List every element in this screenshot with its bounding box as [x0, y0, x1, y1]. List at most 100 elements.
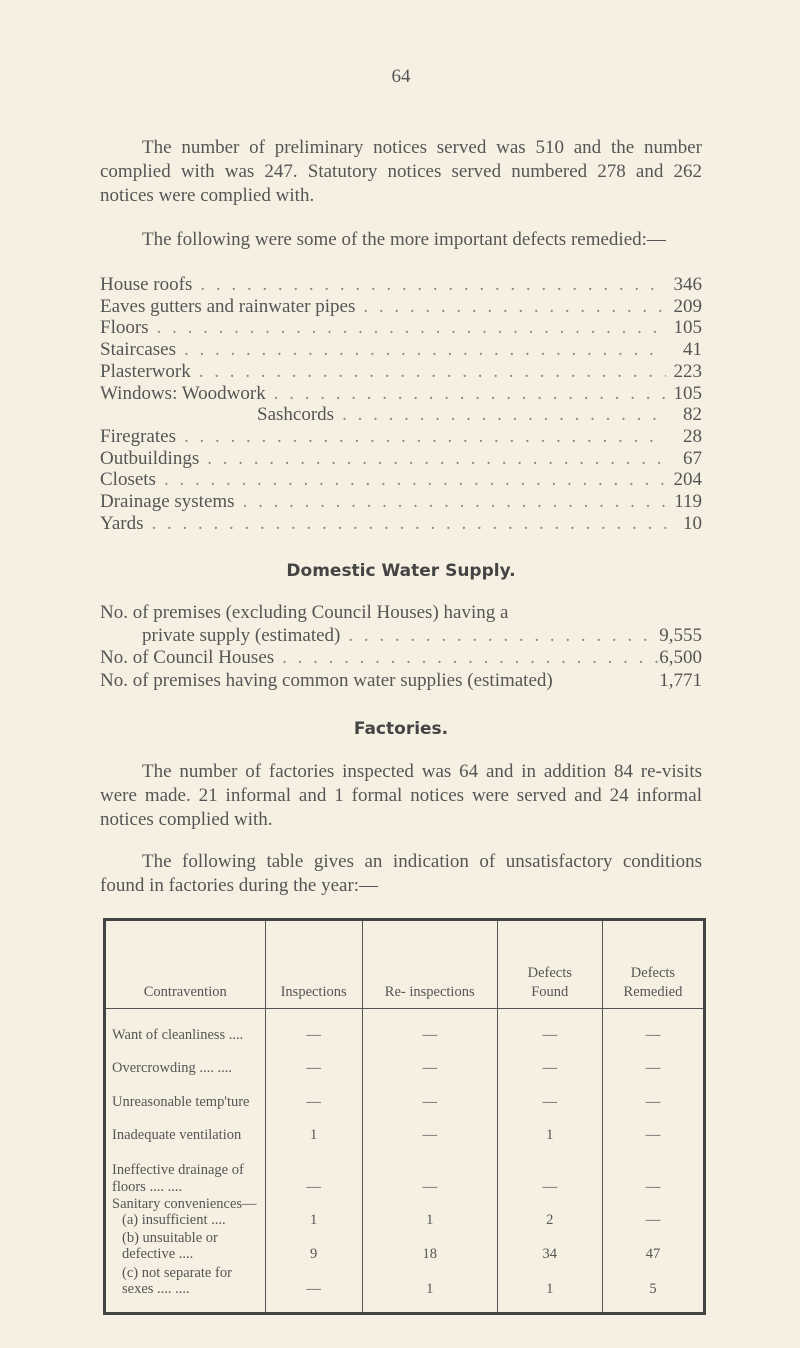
defect-row: Floors. . . . . . . . . . . . . . . . . …	[100, 317, 702, 339]
defect-label: Yards	[100, 512, 144, 534]
contravention-label: Inadequate ventilation	[104, 1110, 266, 1144]
table-cell: —	[361, 1008, 498, 1044]
table-cell: 34	[496, 1229, 603, 1264]
water-label-continued: private supply (estimated)	[142, 624, 341, 646]
table-row: Sanitary conveniences—	[104, 1195, 705, 1213]
table-row: Inadequate ventilation 1—1—	[104, 1110, 705, 1144]
header-reinspections: Re- inspections	[361, 919, 498, 1010]
defect-label: Staircases	[100, 339, 176, 361]
defect-label: Plasterwork	[100, 360, 191, 382]
contravention-label: Want of cleanliness ....	[104, 1008, 266, 1044]
table-cell	[601, 1195, 705, 1213]
defect-label: Outbuildings	[100, 447, 200, 469]
defect-count: 82	[683, 404, 702, 426]
table-cell	[264, 1195, 363, 1213]
table-cell: —	[496, 1043, 603, 1077]
water-count: 1,771	[659, 669, 702, 691]
contravention-label: Overcrowding .... ....	[104, 1043, 266, 1077]
defect-count: 28	[683, 425, 702, 447]
defect-label: Drainage systems	[100, 491, 235, 513]
table-cell: —	[496, 1143, 603, 1196]
water-label: No. of Council Houses	[100, 647, 275, 669]
defect-row: House roofs. . . . . . . . . . . . . . .…	[100, 274, 703, 295]
table-cell	[361, 1195, 498, 1213]
table-cell: 9	[264, 1229, 363, 1264]
table-cell: —	[601, 1043, 705, 1077]
table-cell: —	[264, 1043, 363, 1077]
defect-count: 209	[673, 295, 703, 317]
table-row: Ineffective drainage of floors .... ....…	[104, 1143, 705, 1196]
defect-row: Yards. . . . . . . . . . . . . . . . . .…	[100, 512, 702, 534]
defect-label: Firegrates	[100, 425, 176, 447]
defect-row: Sashcords. . . . . . . . . . . . . . . .…	[257, 404, 702, 426]
water-label: No. of premises (excluding Council House…	[100, 602, 509, 624]
paragraph-notices: The number of preliminary notices served…	[100, 137, 702, 206]
defect-count: 119	[674, 491, 702, 513]
table-cell: —	[361, 1110, 498, 1144]
defect-label: Sashcords	[257, 404, 335, 426]
table-cell: —	[496, 1076, 603, 1111]
table-cell: 5	[601, 1263, 705, 1299]
table-row: (a) insufficient .... 1 1 2—	[104, 1212, 705, 1230]
contravention-label: (b) unsuitable or defective ....	[104, 1229, 266, 1264]
table-cell: 1	[361, 1263, 498, 1299]
heading-water-supply: Domestic Water Supply.	[286, 561, 516, 582]
header-defects-found: Defects Found	[496, 919, 603, 1010]
table-row: (c) not separate for sexes .... .... —1 1 5	[104, 1263, 705, 1299]
table-cell: —	[264, 1143, 363, 1196]
contraventions-table: Contravention Inspections Re- inspection…	[103, 918, 706, 1316]
defect-row: Plasterwork. . . . . . . . . . . . . . .…	[100, 360, 703, 382]
water-row: private supply (estimated). . . . . . . …	[142, 624, 702, 646]
water-count: 6,500	[659, 647, 702, 669]
water-row: No. of premises (excluding Council House…	[100, 602, 702, 625]
defect-row: Windows: Woodwork. . . . . . . . . . . .…	[100, 382, 702, 404]
defect-count: 10	[683, 512, 702, 534]
water-count: 9,555	[659, 624, 702, 646]
defect-count: 223	[673, 360, 703, 382]
water-label: No. of premises having common water supp…	[100, 669, 553, 691]
defect-label: Windows: Woodwork	[100, 382, 266, 404]
page-number: 64	[391, 66, 411, 87]
table-cell: 2	[496, 1212, 603, 1230]
defect-count: 105	[673, 317, 703, 339]
defects-list: House roofs. . . . . . . . . . . . . . .…	[100, 274, 702, 534]
defect-count: 67	[683, 447, 702, 469]
contravention-label: Unreasonable temp'ture	[104, 1076, 266, 1111]
table-cell: —	[601, 1110, 705, 1144]
table-row: Want of cleanliness .... — — — —	[104, 1008, 705, 1044]
table-cell: 1	[264, 1110, 363, 1144]
paragraph-factories: The number of factories inspected was 64…	[100, 761, 702, 831]
defect-label: Closets	[100, 469, 156, 491]
table-cell: 1	[264, 1212, 363, 1230]
table-cell	[496, 1195, 603, 1213]
defect-row: Staircases. . . . . . . . . . . . . . . …	[100, 339, 702, 361]
contravention-label: Ineffective drainage of floors .... ....	[104, 1143, 266, 1196]
contravention-label: Sanitary conveniences—	[104, 1195, 266, 1213]
defect-row: Firegrates. . . . . . . . . . . . . . . …	[100, 425, 702, 447]
defect-label: Eaves gutters and rainwater pipes	[100, 295, 356, 317]
defect-label: Floors	[100, 317, 149, 339]
defect-count: 41	[683, 339, 702, 361]
paragraph-defects-intro: The following were some of the more impo…	[142, 229, 666, 250]
table-row: Unreasonable temp'ture — — — —	[104, 1076, 705, 1111]
table-cell: —	[361, 1043, 498, 1077]
defect-count: 204	[673, 469, 703, 491]
defect-label: House roofs	[100, 274, 193, 295]
table-cell: 47	[601, 1229, 705, 1264]
defect-row: Closets. . . . . . . . . . . . . . . . .…	[100, 469, 702, 491]
header-defects-remedied: Defects Remedied	[601, 919, 705, 1010]
table-cell: —	[361, 1076, 498, 1111]
table-row: (b) unsuitable or defective .... 9 18 34 47	[104, 1229, 705, 1264]
water-row: No. of premises having common water supp…	[100, 670, 702, 693]
table-cell: —	[264, 1076, 363, 1111]
table-cell: 18	[361, 1229, 498, 1264]
contravention-label: (a) insufficient ....	[104, 1212, 266, 1230]
defect-row: Eaves gutters and rainwater pipes. . . .…	[100, 295, 703, 317]
table-cell: 1	[361, 1212, 498, 1230]
contravention-label: (c) not separate for sexes .... ....	[104, 1263, 266, 1299]
table-cell: —	[601, 1143, 705, 1196]
heading-factories: Factories.	[353, 719, 449, 740]
defect-count: 346	[673, 274, 703, 295]
table-cell: —	[361, 1143, 498, 1196]
